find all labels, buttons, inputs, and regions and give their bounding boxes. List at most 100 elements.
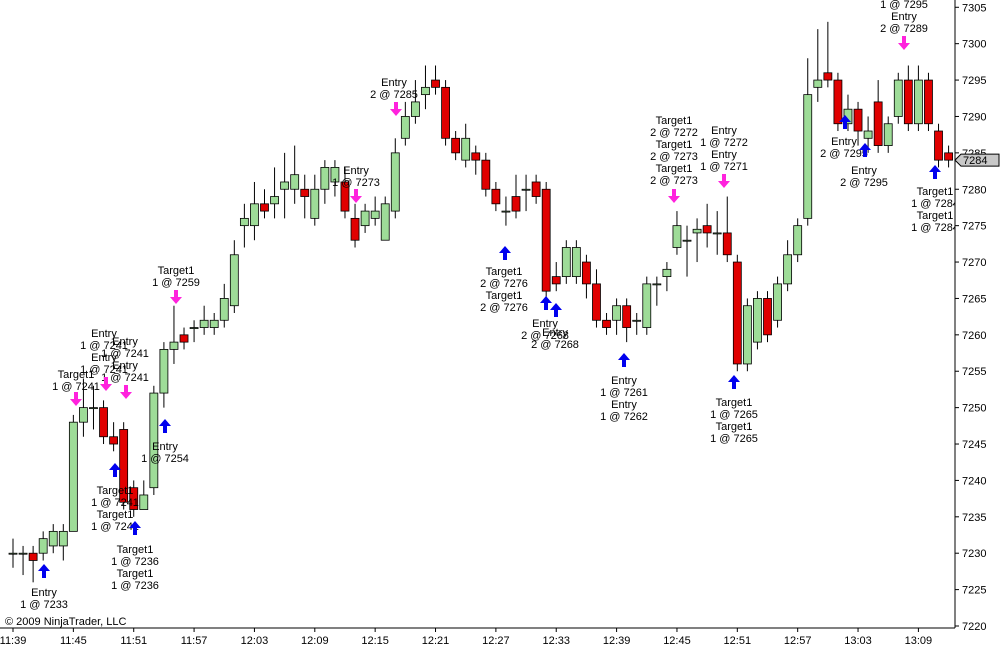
candle-body xyxy=(68,421,78,532)
candle-body xyxy=(521,188,531,191)
trade-annotation: 1 @ 7241 xyxy=(91,497,139,509)
trade-annotation: Target1 xyxy=(486,290,523,302)
candle-body xyxy=(602,319,611,328)
buy-arrow xyxy=(728,375,740,389)
sell-arrow xyxy=(390,102,402,116)
trade-annotation: 1 @ 7236 xyxy=(111,556,159,568)
buy-arrow xyxy=(38,564,50,578)
candle-body xyxy=(642,283,652,328)
trade-annotation: 1 @ 7273 xyxy=(332,177,380,189)
candle-body xyxy=(823,72,833,81)
candle-body xyxy=(511,196,521,212)
candle-body xyxy=(883,123,893,146)
x-tick-label: 13:03 xyxy=(844,635,872,647)
trade-annotation: Target1 xyxy=(716,397,753,409)
candle-body xyxy=(662,268,672,278)
trade-annotation: 1 @ 7271 xyxy=(700,161,748,173)
candle-body xyxy=(612,305,621,321)
trade-annotation: 1 @ 7233 xyxy=(20,599,68,611)
candle-body xyxy=(531,181,541,197)
trade-annotation: 1 @ 7284 xyxy=(911,198,959,210)
candle-body xyxy=(38,538,48,554)
trade-annotation: 1 @ 7265 xyxy=(710,409,758,421)
trade-annotation: 2 @ 7285 xyxy=(370,89,418,101)
buy-arrow xyxy=(859,143,871,157)
candle-body xyxy=(783,254,793,285)
trade-annotation: Target1 xyxy=(917,210,954,222)
candle-body xyxy=(79,407,88,423)
y-tick-label: 7245 xyxy=(962,439,986,451)
candle-body xyxy=(209,319,219,328)
candle-body xyxy=(129,487,139,510)
trade-annotation: 1 @ 7265 xyxy=(710,433,758,445)
candle-body xyxy=(229,254,239,307)
trade-annotation: Entry xyxy=(831,136,857,148)
candle-body xyxy=(290,174,300,190)
last-price-tag xyxy=(954,153,1000,167)
candle-body xyxy=(99,407,108,438)
candle-body xyxy=(803,94,813,219)
candle-body xyxy=(139,494,149,510)
candle-body xyxy=(300,188,310,197)
candle-body xyxy=(48,530,58,547)
y-tick-label: 7255 xyxy=(962,366,986,378)
sell-arrow xyxy=(120,385,132,399)
trade-annotation: Entry xyxy=(343,165,369,177)
y-tick-label: 7250 xyxy=(962,403,986,415)
candle-body xyxy=(239,217,249,227)
candle-body xyxy=(551,276,561,285)
x-tick-label: 12:09 xyxy=(301,635,329,647)
trade-annotation: Target1 xyxy=(656,139,693,151)
trade-annotation: 2 @ 7272 xyxy=(650,127,698,139)
candle-body xyxy=(481,159,491,190)
trade-annotation: Entry xyxy=(152,441,178,453)
trade-annotation: Entry xyxy=(611,375,637,387)
last-price: 7284 xyxy=(963,155,987,167)
trade-annotation: 1 @ 7241 xyxy=(101,372,149,384)
trade-annotation: Target1 xyxy=(656,115,693,127)
trade-annotation: Target1 xyxy=(117,544,154,556)
candle-body xyxy=(28,552,38,561)
candle-body xyxy=(652,283,662,286)
candle-body xyxy=(853,108,863,132)
trade-annotation: Target1 xyxy=(158,265,195,277)
candle-body xyxy=(320,167,330,190)
candle-body xyxy=(350,217,360,241)
buy-arrow xyxy=(618,353,630,367)
sell-arrow xyxy=(100,377,112,391)
trade-annotation: Target1 xyxy=(58,369,95,381)
candle-body xyxy=(89,407,98,410)
y-tick-label: 7305 xyxy=(962,2,986,14)
candle-body xyxy=(370,210,380,219)
trade-annotation: 1 @ 7254 xyxy=(141,453,189,465)
y-tick-label: 7300 xyxy=(962,39,986,51)
buy-arrow xyxy=(929,165,941,179)
candle-body xyxy=(119,429,129,503)
x-tick-label: 11:45 xyxy=(60,635,87,647)
sell-arrow xyxy=(668,189,680,203)
trade-annotation: Entry xyxy=(91,352,117,364)
trade-annotation: Entry xyxy=(532,318,558,330)
candle-body xyxy=(149,392,159,489)
trade-annotation: Entry xyxy=(611,399,637,411)
candle-body xyxy=(592,283,601,321)
candle-body xyxy=(310,188,320,219)
candle-body xyxy=(682,239,692,242)
candle-body xyxy=(863,130,873,139)
candle-body xyxy=(330,167,340,183)
candle-body xyxy=(410,101,420,117)
candle-body xyxy=(58,530,68,547)
copyright: © 2009 NinjaTrader, LLC xyxy=(5,616,126,628)
trade-annotation: 1 @ 7272 xyxy=(700,137,748,149)
candle-body xyxy=(260,203,269,212)
trade-annotation: Target1 xyxy=(486,266,523,278)
candle-body xyxy=(471,152,481,161)
candle-body xyxy=(461,137,471,161)
y-tick-label: 7280 xyxy=(962,184,986,196)
candle-body xyxy=(360,210,370,227)
candle-body xyxy=(934,130,943,161)
trade-annotation: 2 @ 7295 xyxy=(820,148,868,160)
candle-body xyxy=(109,436,118,445)
